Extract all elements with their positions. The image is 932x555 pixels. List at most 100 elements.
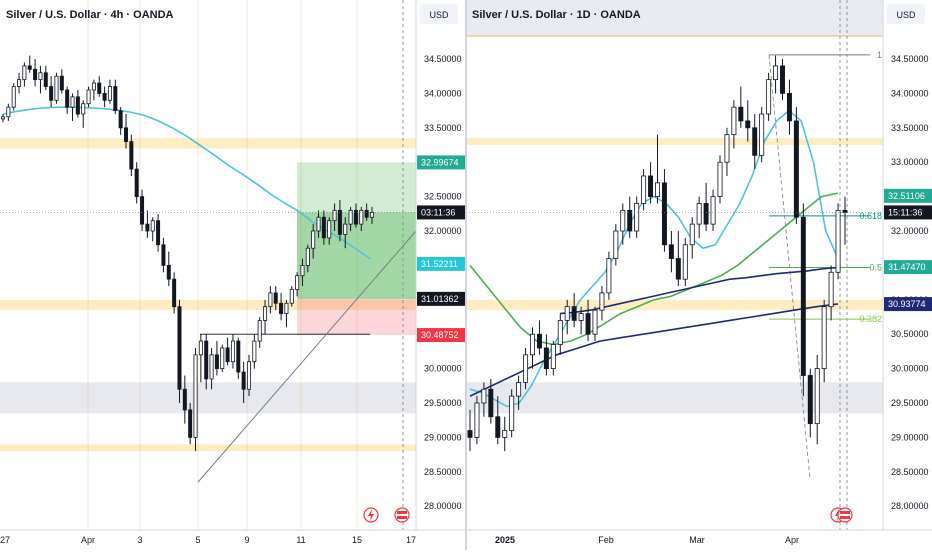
y-tick-label: 29.00000 (424, 432, 462, 442)
candle-body (220, 347, 225, 369)
flag-stripe (397, 511, 407, 514)
candle-body (828, 271, 834, 308)
us-flag-icon[interactable] (837, 507, 853, 523)
currency-button[interactable] (887, 4, 925, 24)
y-tick-label: 34.50000 (891, 54, 929, 64)
x-tick-label: Apr (81, 535, 95, 545)
price-zone (466, 382, 883, 414)
x-tick-label: 3 (137, 535, 142, 545)
y-tick-label: 29.50000 (424, 398, 462, 408)
price-zone (466, 138, 883, 145)
candle-body (214, 354, 219, 369)
candle-body (0, 116, 6, 120)
candle-body (316, 216, 321, 232)
price-axis[interactable] (416, 0, 466, 550)
candle-body (33, 68, 38, 81)
y-tick-label: 30.00000 (891, 364, 929, 374)
candle-body (70, 96, 75, 108)
currency-label[interactable]: USD (429, 10, 449, 20)
candle-body (273, 292, 278, 304)
candle-body (145, 223, 150, 232)
currency-button[interactable] (420, 4, 458, 24)
flag-stripe (840, 516, 850, 519)
candle-body (86, 89, 91, 105)
candle-body (766, 79, 772, 115)
candle-body (585, 313, 591, 335)
candle-body (343, 223, 348, 235)
candle-body (557, 320, 563, 345)
candle-body (300, 264, 305, 277)
candle-body (613, 230, 619, 259)
candle-body (204, 340, 209, 380)
candle-body (241, 371, 246, 390)
candle-body (54, 75, 59, 101)
candle-body (578, 313, 584, 321)
moving-average-line (469, 109, 839, 408)
chart-panel-4h[interactable]: Silver / U.S. Dollar · 4h · OANDA USD 34.5… (0, 0, 466, 550)
trend-line[interactable] (197, 230, 417, 483)
price-zone (0, 444, 416, 452)
x-tick-label: 11 (296, 535, 305, 545)
currency-label[interactable]: USD (896, 10, 916, 20)
moving-average-line (469, 303, 839, 397)
candle-body (523, 354, 529, 383)
candle-body (369, 212, 375, 218)
fib-level-label: 0.382 (859, 314, 882, 324)
candle-body (502, 430, 508, 438)
candle-body (118, 110, 123, 129)
price-zone (0, 299, 416, 311)
candle-body (172, 278, 177, 308)
candle-body (289, 289, 294, 304)
candle-body (166, 264, 171, 280)
y-tick-label: 33.50000 (424, 123, 462, 133)
us-flag-icon[interactable] (394, 507, 410, 523)
price-tag (417, 328, 465, 343)
candle-body (209, 354, 214, 380)
price-tag-label: 31.01362 (421, 294, 459, 304)
candle-body (182, 388, 187, 411)
plot-area[interactable] (0, 0, 416, 550)
x-tick-label: Apr (785, 535, 799, 545)
fib-trend-line (768, 54, 811, 479)
x-tick-label: 17 (406, 535, 416, 545)
price-tag (417, 155, 465, 170)
candle-body (745, 120, 751, 129)
y-tick-label: 34.50000 (424, 54, 462, 64)
x-tick-label: 9 (244, 535, 249, 545)
moving-average-line (559, 266, 839, 315)
price-tag-label: 32.99674 (421, 157, 459, 167)
candle-body (295, 275, 300, 290)
candle-body (156, 220, 161, 246)
candle-body (161, 244, 166, 266)
candle-body (786, 93, 792, 122)
chart-panel-1d[interactable]: 1 0.618 0.5 0.382 Silver / U.S. Dollar · 1D … (466, 0, 932, 550)
candle-body (177, 306, 182, 390)
y-tick-label: 29.00000 (891, 432, 929, 442)
plot-area[interactable] (466, 0, 883, 550)
x-tick-label: 15 (352, 535, 362, 545)
candle-body (661, 182, 667, 246)
candle-body (97, 82, 102, 94)
candle-body (6, 106, 11, 118)
x-tick-label: 5 (195, 535, 200, 545)
candle-body (530, 333, 535, 356)
candle-body (682, 244, 688, 280)
stop-zone[interactable] (297, 299, 416, 336)
candle-body (193, 354, 198, 438)
candle-body (835, 209, 841, 273)
candle-body (11, 86, 16, 108)
price-tag-label: 31.47470 (888, 262, 926, 272)
price-tag (884, 188, 932, 203)
price-axis[interactable] (883, 0, 932, 550)
candle-body (348, 209, 353, 225)
x-tick-label: 2025 (495, 535, 515, 545)
price-zone-top (466, 0, 883, 36)
candle-body (474, 402, 480, 438)
price-tag (884, 260, 932, 275)
candle-body (800, 216, 806, 376)
candle-body (689, 223, 695, 246)
candle-body (188, 409, 193, 438)
candle-body (717, 161, 723, 197)
y-tick-label: 28.50000 (891, 467, 929, 477)
